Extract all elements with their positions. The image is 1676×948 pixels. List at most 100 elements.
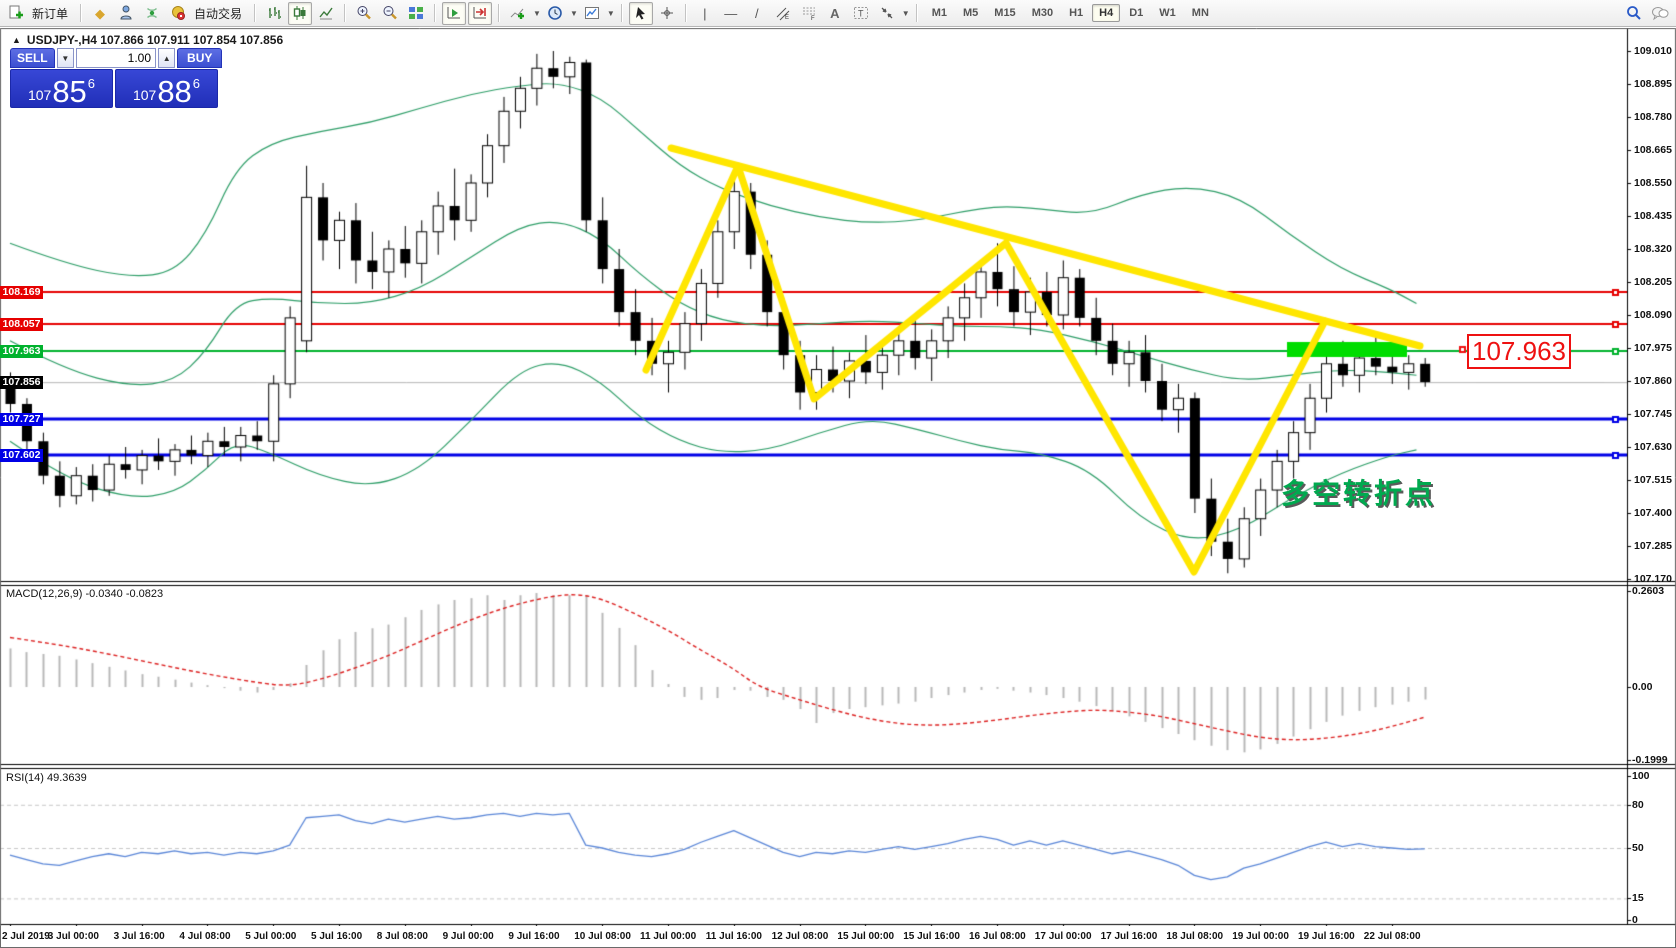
autotrading-label[interactable]: 自动交易: [194, 6, 243, 21]
time-axis-label: 3 Jul 16:00: [113, 931, 165, 942]
chart-shift-icon[interactable]: [468, 1, 493, 25]
separator: [684, 4, 687, 22]
timeframe-button-h4[interactable]: H4: [1092, 4, 1121, 22]
time-axis-label: 19 Jul 16:00: [1298, 931, 1355, 942]
signals-icon[interactable]: [140, 2, 164, 25]
timeframe-button-m15[interactable]: M15: [994, 7, 1016, 19]
candlestick-chart-icon[interactable]: [288, 1, 313, 25]
y-axis-tick: 108.895: [1634, 78, 1672, 90]
time-axis-label: 15 Jul 16:00: [903, 931, 960, 942]
svg-text:F: F: [811, 16, 815, 21]
fibonacci-icon[interactable]: F: [797, 2, 821, 25]
time-axis-label: 19 Jul 00:00: [1232, 931, 1289, 942]
rsi-axis-tick: 50: [1632, 842, 1644, 854]
text-label-icon[interactable]: T: [849, 2, 873, 25]
separator: [498, 4, 501, 22]
auto-scroll-icon[interactable]: [442, 1, 467, 25]
y-axis-tick: 108.435: [1634, 210, 1672, 222]
crosshair-icon[interactable]: [655, 2, 679, 25]
line-chart-icon[interactable]: [314, 2, 338, 25]
volume-decrease-button[interactable]: ▼: [56, 48, 74, 68]
zoom-in-icon[interactable]: [352, 2, 376, 25]
indicators-dropdown-arrow[interactable]: ▼: [533, 8, 541, 18]
timeframe-button-h1[interactable]: H1: [1069, 7, 1084, 19]
market-watch-icon[interactable]: ◆: [95, 5, 106, 21]
autotrading-icon[interactable]: [166, 2, 190, 25]
time-axis-label: 11 Jul 00:00: [640, 931, 697, 942]
current-price-badge: 107.856: [0, 375, 43, 389]
text-icon[interactable]: A: [830, 5, 840, 21]
sell-price-main: 85: [52, 73, 87, 109]
templates-dropdown-arrow[interactable]: ▼: [606, 8, 615, 18]
time-axis-label: 17 Jul 16:00: [1100, 931, 1158, 942]
search-icon[interactable]: [1622, 2, 1646, 25]
periods-dropdown-arrow[interactable]: ▼: [569, 8, 578, 18]
chat-icon[interactable]: [1648, 2, 1672, 25]
equidistant-channel-icon[interactable]: E: [771, 2, 795, 25]
sell-button[interactable]: SELL: [10, 48, 55, 68]
templates-icon[interactable]: [580, 2, 604, 25]
y-axis-tick: 107.285: [1634, 540, 1672, 552]
bar-chart-icon[interactable]: [262, 2, 286, 25]
svg-text:E: E: [785, 15, 789, 21]
timeframe-button-mn[interactable]: MN: [1191, 7, 1209, 19]
time-axis-label: 8 Jul 08:00: [376, 931, 428, 942]
timeframe-button-d1[interactable]: D1: [1129, 7, 1144, 19]
price-line-badge: 108.169: [0, 285, 43, 299]
volume-increase-button[interactable]: ▲: [158, 48, 176, 68]
new-order-icon[interactable]: [4, 2, 28, 25]
chart-title-bar: ▲ USDJPY-,H4 107.866 107.911 107.854 107…: [12, 33, 283, 47]
separator: [80, 4, 83, 22]
rsi-indicator-label: RSI(14) 49.3639: [6, 772, 87, 784]
buy-price-prefix: 107: [132, 87, 157, 103]
timeframe-button-m5[interactable]: M5: [963, 7, 979, 19]
price-line-badge: 107.963: [0, 344, 43, 358]
time-axis-label: 12 Jul 08:00: [771, 931, 829, 942]
sell-price-panel[interactable]: 107 85 6: [10, 69, 113, 108]
separator: [434, 4, 437, 22]
periods-clock-icon[interactable]: [543, 2, 567, 25]
arrows-shapes-icon[interactable]: [875, 2, 899, 25]
time-axis-label: 9 Jul 00:00: [442, 931, 494, 942]
timeframe-button-m1[interactable]: M1: [931, 7, 947, 19]
horizontal-line-icon[interactable]: —: [724, 5, 738, 21]
sell-price-pip: 6: [87, 76, 96, 91]
time-axis-label: 3 Jul 00:00: [47, 931, 99, 942]
zoom-out-icon[interactable]: [378, 2, 402, 25]
separator: [620, 4, 623, 22]
turning-point-annotation[interactable]: 多空转折点: [1281, 478, 1437, 509]
rsi-axis-tick: 15: [1632, 892, 1644, 905]
chart-canvas[interactable]: [0, 28, 1676, 926]
price-callout-label[interactable]: 107.963: [1467, 334, 1571, 369]
strategy-tester-icon[interactable]: [114, 2, 138, 25]
buy-button[interactable]: BUY: [177, 48, 222, 68]
shapes-dropdown-arrow[interactable]: ▼: [901, 8, 910, 18]
cursor-icon[interactable]: [628, 1, 653, 25]
volume-input[interactable]: [76, 48, 156, 68]
buy-price-main: 88: [157, 73, 192, 109]
separator: [915, 4, 918, 22]
timeframe-button-m30[interactable]: M30: [1031, 7, 1054, 19]
y-axis-tick: 107.400: [1634, 507, 1672, 519]
y-axis-tick: 108.320: [1634, 243, 1672, 255]
trendline-icon[interactable]: /: [754, 5, 759, 21]
buy-price-panel[interactable]: 107 88 6: [115, 69, 218, 108]
new-order-label[interactable]: 新订单: [32, 6, 69, 21]
y-axis-tick: 107.630: [1634, 441, 1672, 453]
timeframe-button-w1[interactable]: W1: [1159, 7, 1176, 19]
indicators-icon[interactable]: [506, 2, 530, 25]
y-axis-tick: 107.745: [1634, 408, 1672, 420]
time-axis-label: 5 Jul 00:00: [245, 931, 297, 942]
y-axis-tick: 108.780: [1634, 111, 1672, 123]
one-click-trading-panel: SELL ▼ ▲ BUY 107 85 6 107 88 6: [10, 48, 222, 108]
y-axis-tick: 108.550: [1634, 177, 1672, 189]
time-axis-label: 11 Jul 16:00: [705, 931, 762, 942]
collapse-triangle-icon[interactable]: ▲: [12, 35, 21, 45]
rsi-axis-tick: 0: [1632, 914, 1638, 926]
time-axis-label: 9 Jul 16:00: [508, 931, 560, 942]
vertical-line-icon[interactable]: |: [703, 5, 707, 21]
y-axis-tick: 109.010: [1634, 45, 1672, 57]
tile-windows-icon[interactable]: [404, 2, 428, 25]
macd-axis-tick: -0.1999: [1632, 754, 1668, 767]
